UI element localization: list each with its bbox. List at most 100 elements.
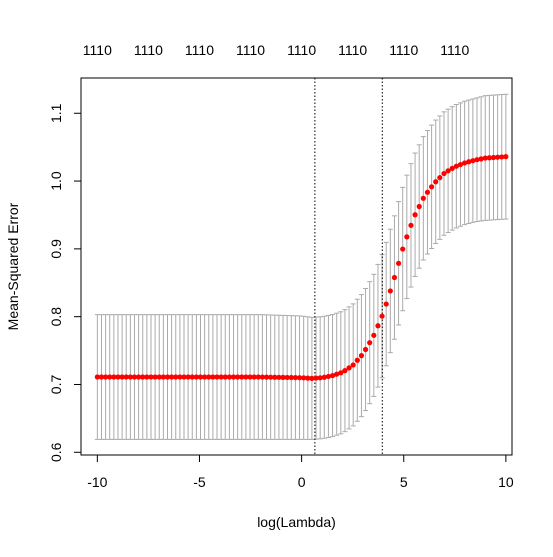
y-tick-label: 1.0 (48, 171, 64, 191)
mse-point (433, 179, 439, 185)
mse-point (441, 170, 447, 177)
mse-point (169, 374, 175, 380)
mse-point (185, 374, 191, 380)
top-axis-label: 1110 (389, 42, 418, 58)
mse-point (358, 352, 365, 359)
error-bars (94, 93, 509, 440)
y-tick-label: 0.6 (48, 442, 64, 462)
mse-point (197, 374, 204, 380)
x-tick-label: 0 (298, 474, 306, 490)
mse-point (486, 155, 492, 161)
y-axis: 0.6 0.7 0.8 0.9 1.0 1.1 (48, 103, 82, 462)
y-tick-label: 0.7 (48, 375, 64, 395)
mse-point (152, 374, 158, 380)
mse-point (470, 158, 476, 164)
mse-point (362, 346, 369, 353)
mse-point (490, 154, 497, 161)
mse-point (280, 374, 286, 380)
mse-point (272, 374, 278, 380)
mse-point (111, 374, 117, 380)
mse-point (371, 332, 377, 338)
mse-point (367, 340, 373, 346)
mse-point (230, 374, 237, 380)
mse-point (375, 323, 381, 329)
mse-point (235, 374, 241, 380)
x-tick-label: 5 (400, 474, 408, 490)
mse-point (189, 374, 195, 380)
mse-point (263, 374, 270, 380)
mse-point (499, 154, 505, 160)
x-tick-label: -10 (87, 474, 107, 490)
top-axis-labels: 1110 1110 1110 1110 1110 1110 1110 1110 (83, 42, 470, 58)
mse-point (247, 374, 253, 380)
mse-point (457, 161, 464, 168)
mse-point (98, 374, 105, 380)
mse-point (140, 374, 146, 380)
mse-point (379, 313, 385, 319)
mse-point (226, 374, 232, 380)
mse-point (127, 374, 133, 380)
mse-point (276, 374, 282, 380)
mse-point (255, 374, 261, 380)
mse-point (395, 260, 402, 266)
mse-point (449, 165, 455, 171)
mse-point (292, 374, 299, 381)
top-axis-label: 1110 (83, 42, 112, 58)
mse-point (210, 374, 216, 380)
x-tick-label: 10 (498, 474, 514, 490)
mse-point (218, 374, 224, 380)
x-axis-label: log(Lambda) (257, 514, 336, 530)
top-axis-label: 1110 (236, 42, 265, 58)
mse-point (136, 374, 142, 380)
mse-point (123, 374, 129, 380)
mse-point (288, 374, 294, 381)
mse-point (284, 374, 290, 381)
y-tick-label: 0.9 (48, 239, 64, 259)
top-axis-label: 1110 (287, 42, 316, 58)
mse-point (305, 375, 311, 381)
mse-point (160, 374, 166, 380)
mse-point (350, 362, 356, 368)
x-tick-label: -5 (193, 474, 206, 490)
mse-point (325, 373, 332, 380)
y-tick-label: 0.8 (48, 307, 64, 327)
mse-point (94, 374, 100, 380)
mse-point (424, 189, 431, 195)
mse-point (400, 246, 406, 252)
mse-point (268, 374, 274, 380)
mse-point (428, 184, 435, 190)
mse-points (94, 154, 509, 381)
mse-point (222, 374, 228, 380)
mse-point (453, 163, 459, 169)
mse-point (115, 374, 121, 380)
mse-point (148, 374, 154, 380)
mse-point (296, 375, 303, 381)
mse-point (309, 375, 315, 381)
mse-point (391, 274, 398, 281)
top-axis-label: 1110 (185, 42, 214, 58)
mse-point (317, 375, 323, 381)
mse-point (420, 195, 426, 201)
x-axis: -10 -5 0 5 10 (87, 454, 514, 490)
mse-point (437, 175, 443, 181)
mse-point (416, 203, 422, 210)
mse-point (301, 375, 307, 381)
top-axis-label: 1110 (134, 42, 163, 58)
mse-point (243, 374, 249, 380)
mse-point (404, 234, 410, 240)
mse-point (342, 368, 348, 374)
mse-point (474, 157, 480, 163)
mse-point (334, 371, 340, 377)
mse-point (107, 374, 113, 380)
mse-point (408, 222, 414, 228)
mse-point (478, 156, 484, 162)
plot-frame (80, 77, 513, 456)
mse-point (239, 374, 245, 380)
mse-point (177, 374, 183, 380)
mse-point (462, 160, 468, 166)
mse-point (321, 374, 327, 380)
mse-point (313, 375, 319, 381)
mse-point (503, 154, 509, 160)
mse-point (259, 374, 266, 380)
